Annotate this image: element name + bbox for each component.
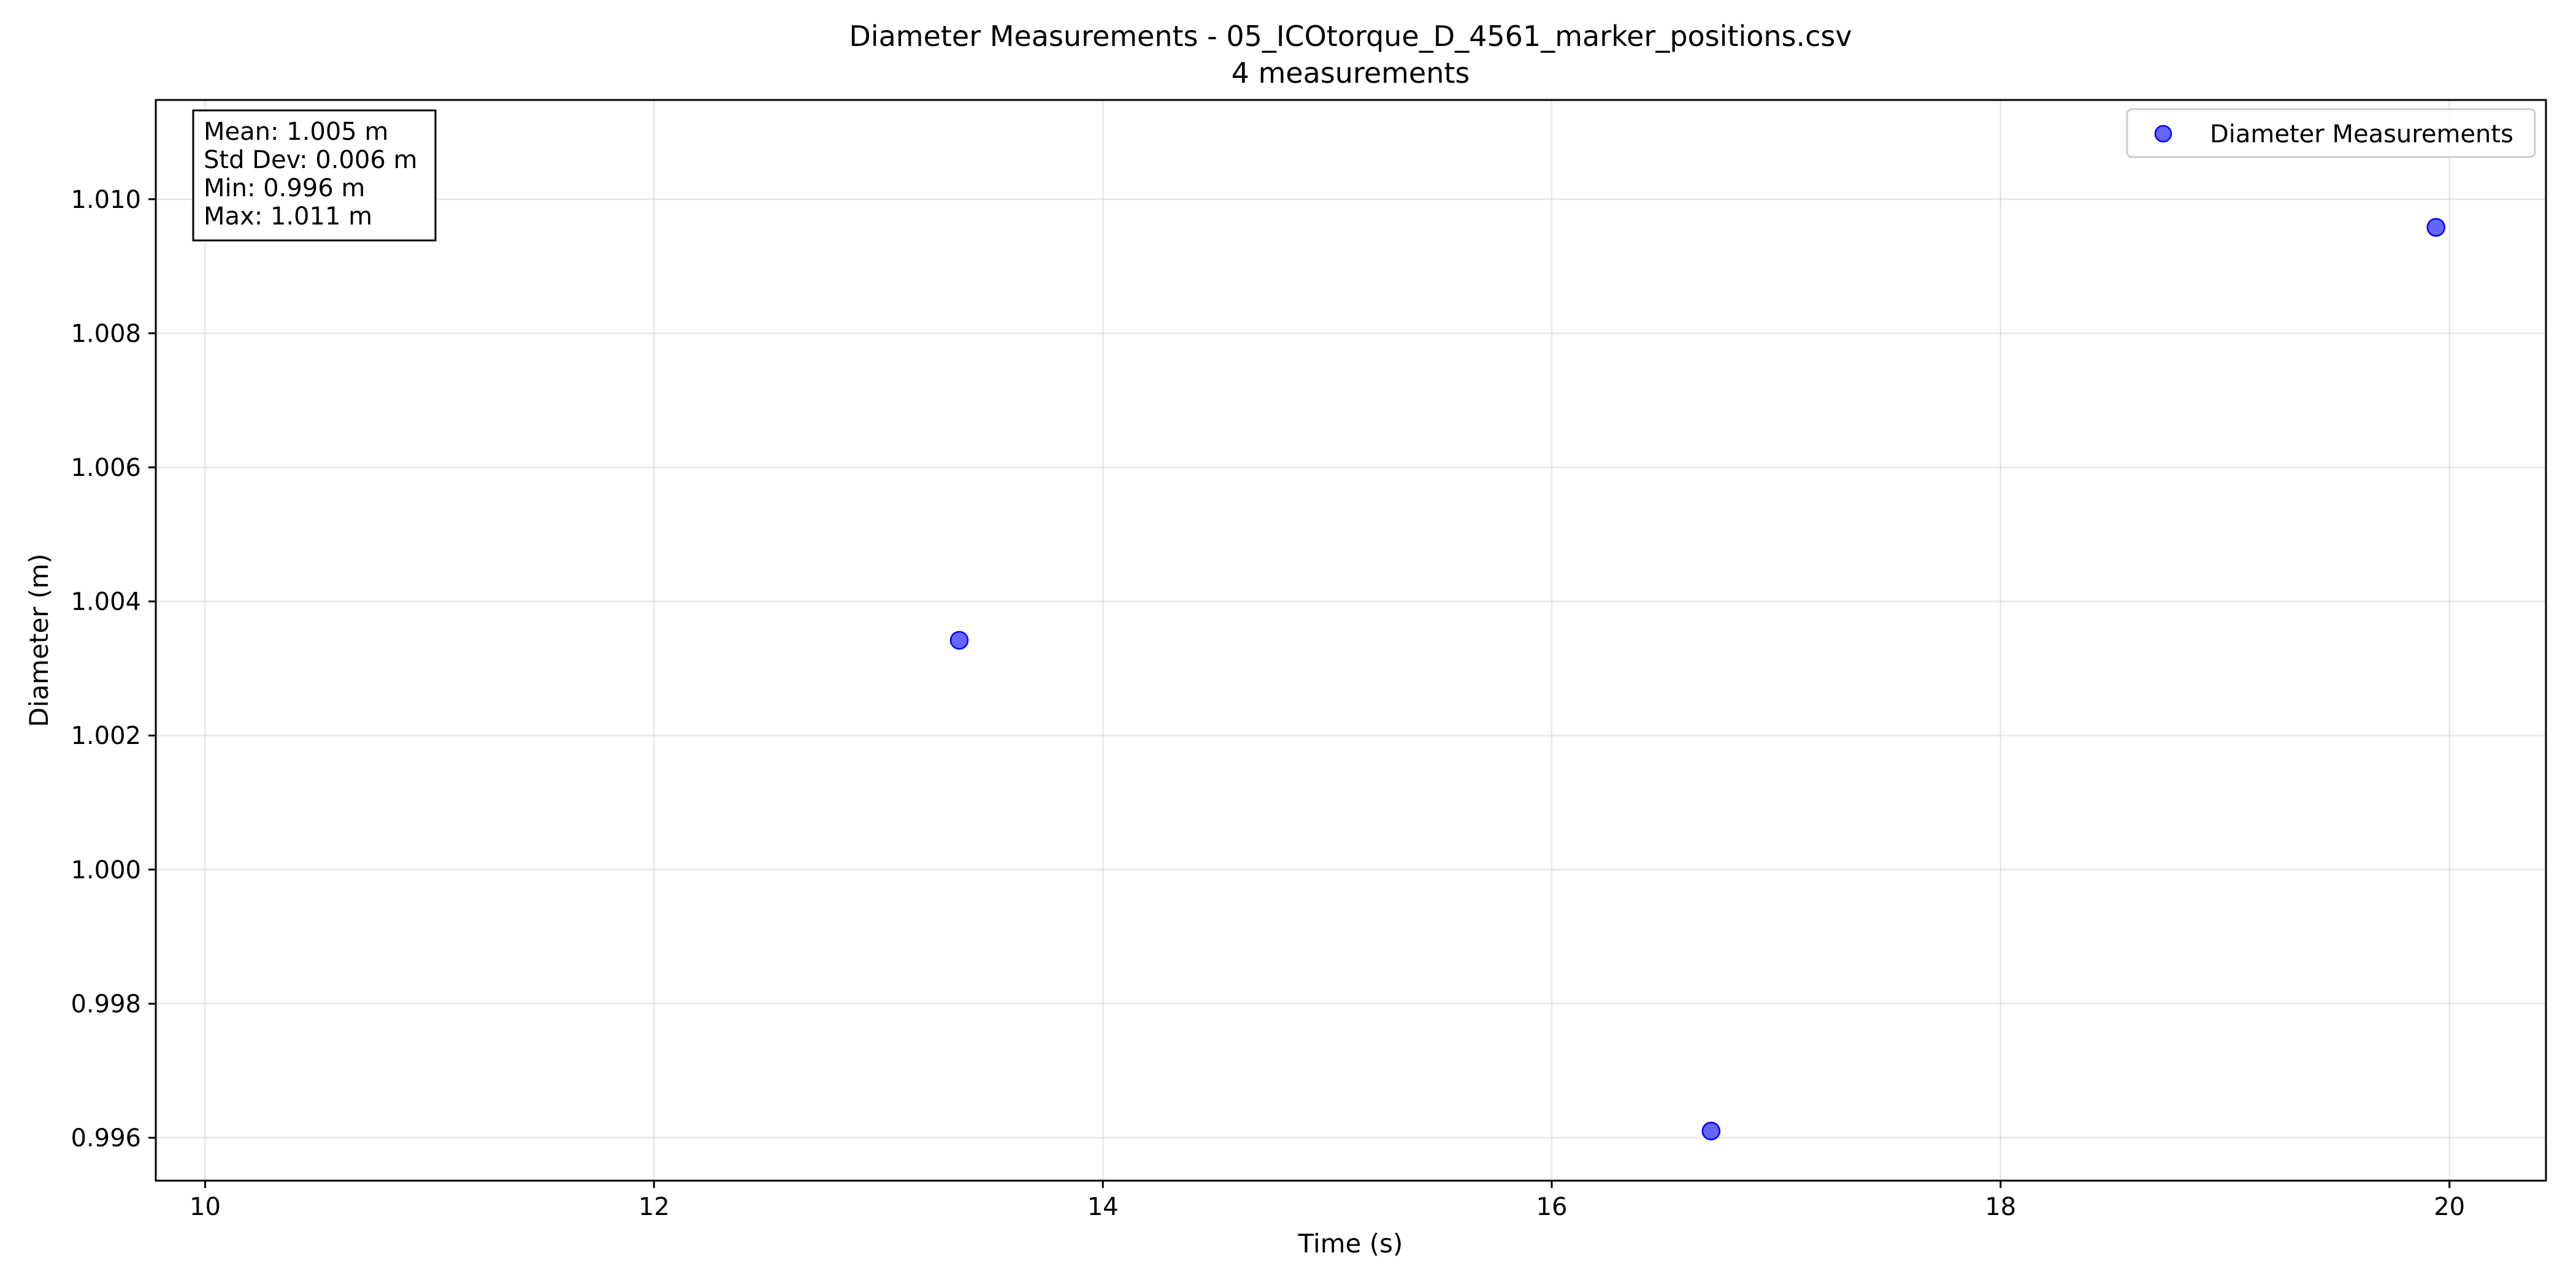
x-axis-label: Time (s) xyxy=(1298,1229,1403,1259)
legend: Diameter Measurements xyxy=(2126,108,2536,158)
x-tick-label: 16 xyxy=(1536,1193,1568,1221)
x-axis-ticks: 10 12 14 16 18 20 xyxy=(190,1181,2465,1221)
plot-frame xyxy=(155,99,2547,1182)
y-tick-label: 1.000 xyxy=(71,856,141,884)
y-axis-ticks: 0.996 0.998 1.000 1.002 1.004 1.006 1.008 1.010 xyxy=(71,186,156,1152)
legend-frame xyxy=(2126,108,2536,158)
x-tick-label: 12 xyxy=(638,1193,670,1221)
plot-area-background xyxy=(156,100,2546,1181)
stats-std-dev: Std Dev: 0.006 m xyxy=(204,146,417,174)
x-tick-label: 14 xyxy=(1087,1193,1119,1221)
chart-title: Diameter Measurements - 05_ICOtorque_D_4… xyxy=(849,20,1852,53)
data-point xyxy=(949,631,969,650)
stats-box: Mean: 1.005 m Std Dev: 0.006 m Min: 0.99… xyxy=(192,109,437,242)
x-tick-label: 20 xyxy=(2434,1193,2465,1221)
data-point xyxy=(2426,218,2445,237)
stats-min: Min: 0.996 m xyxy=(204,174,365,202)
y-tick-label: 0.996 xyxy=(71,1124,141,1152)
stats-mean: Mean: 1.005 m xyxy=(204,118,388,146)
y-grid-lines xyxy=(156,198,2546,1139)
legend-label: Diameter Measurements xyxy=(2210,120,2513,148)
stats-box-frame xyxy=(192,109,437,242)
x-grid-lines xyxy=(204,100,2450,1181)
y-tick-label: 0.998 xyxy=(71,990,141,1018)
y-tick-label: 1.008 xyxy=(71,320,141,348)
chart-subtitle: 4 measurements xyxy=(1232,56,1470,90)
x-tick-label: 10 xyxy=(190,1193,221,1221)
stats-max: Max: 1.011 m xyxy=(204,202,372,231)
y-tick-label: 1.006 xyxy=(71,454,141,482)
y-tick-label: 1.010 xyxy=(71,186,141,214)
y-axis-label: Diameter (m) xyxy=(24,553,54,727)
y-tick-label: 1.004 xyxy=(71,588,141,616)
x-tick-label: 18 xyxy=(1985,1193,2016,1221)
y-tick-label: 1.002 xyxy=(71,722,141,750)
data-point xyxy=(1701,1121,1721,1141)
legend-marker xyxy=(2154,125,2172,143)
